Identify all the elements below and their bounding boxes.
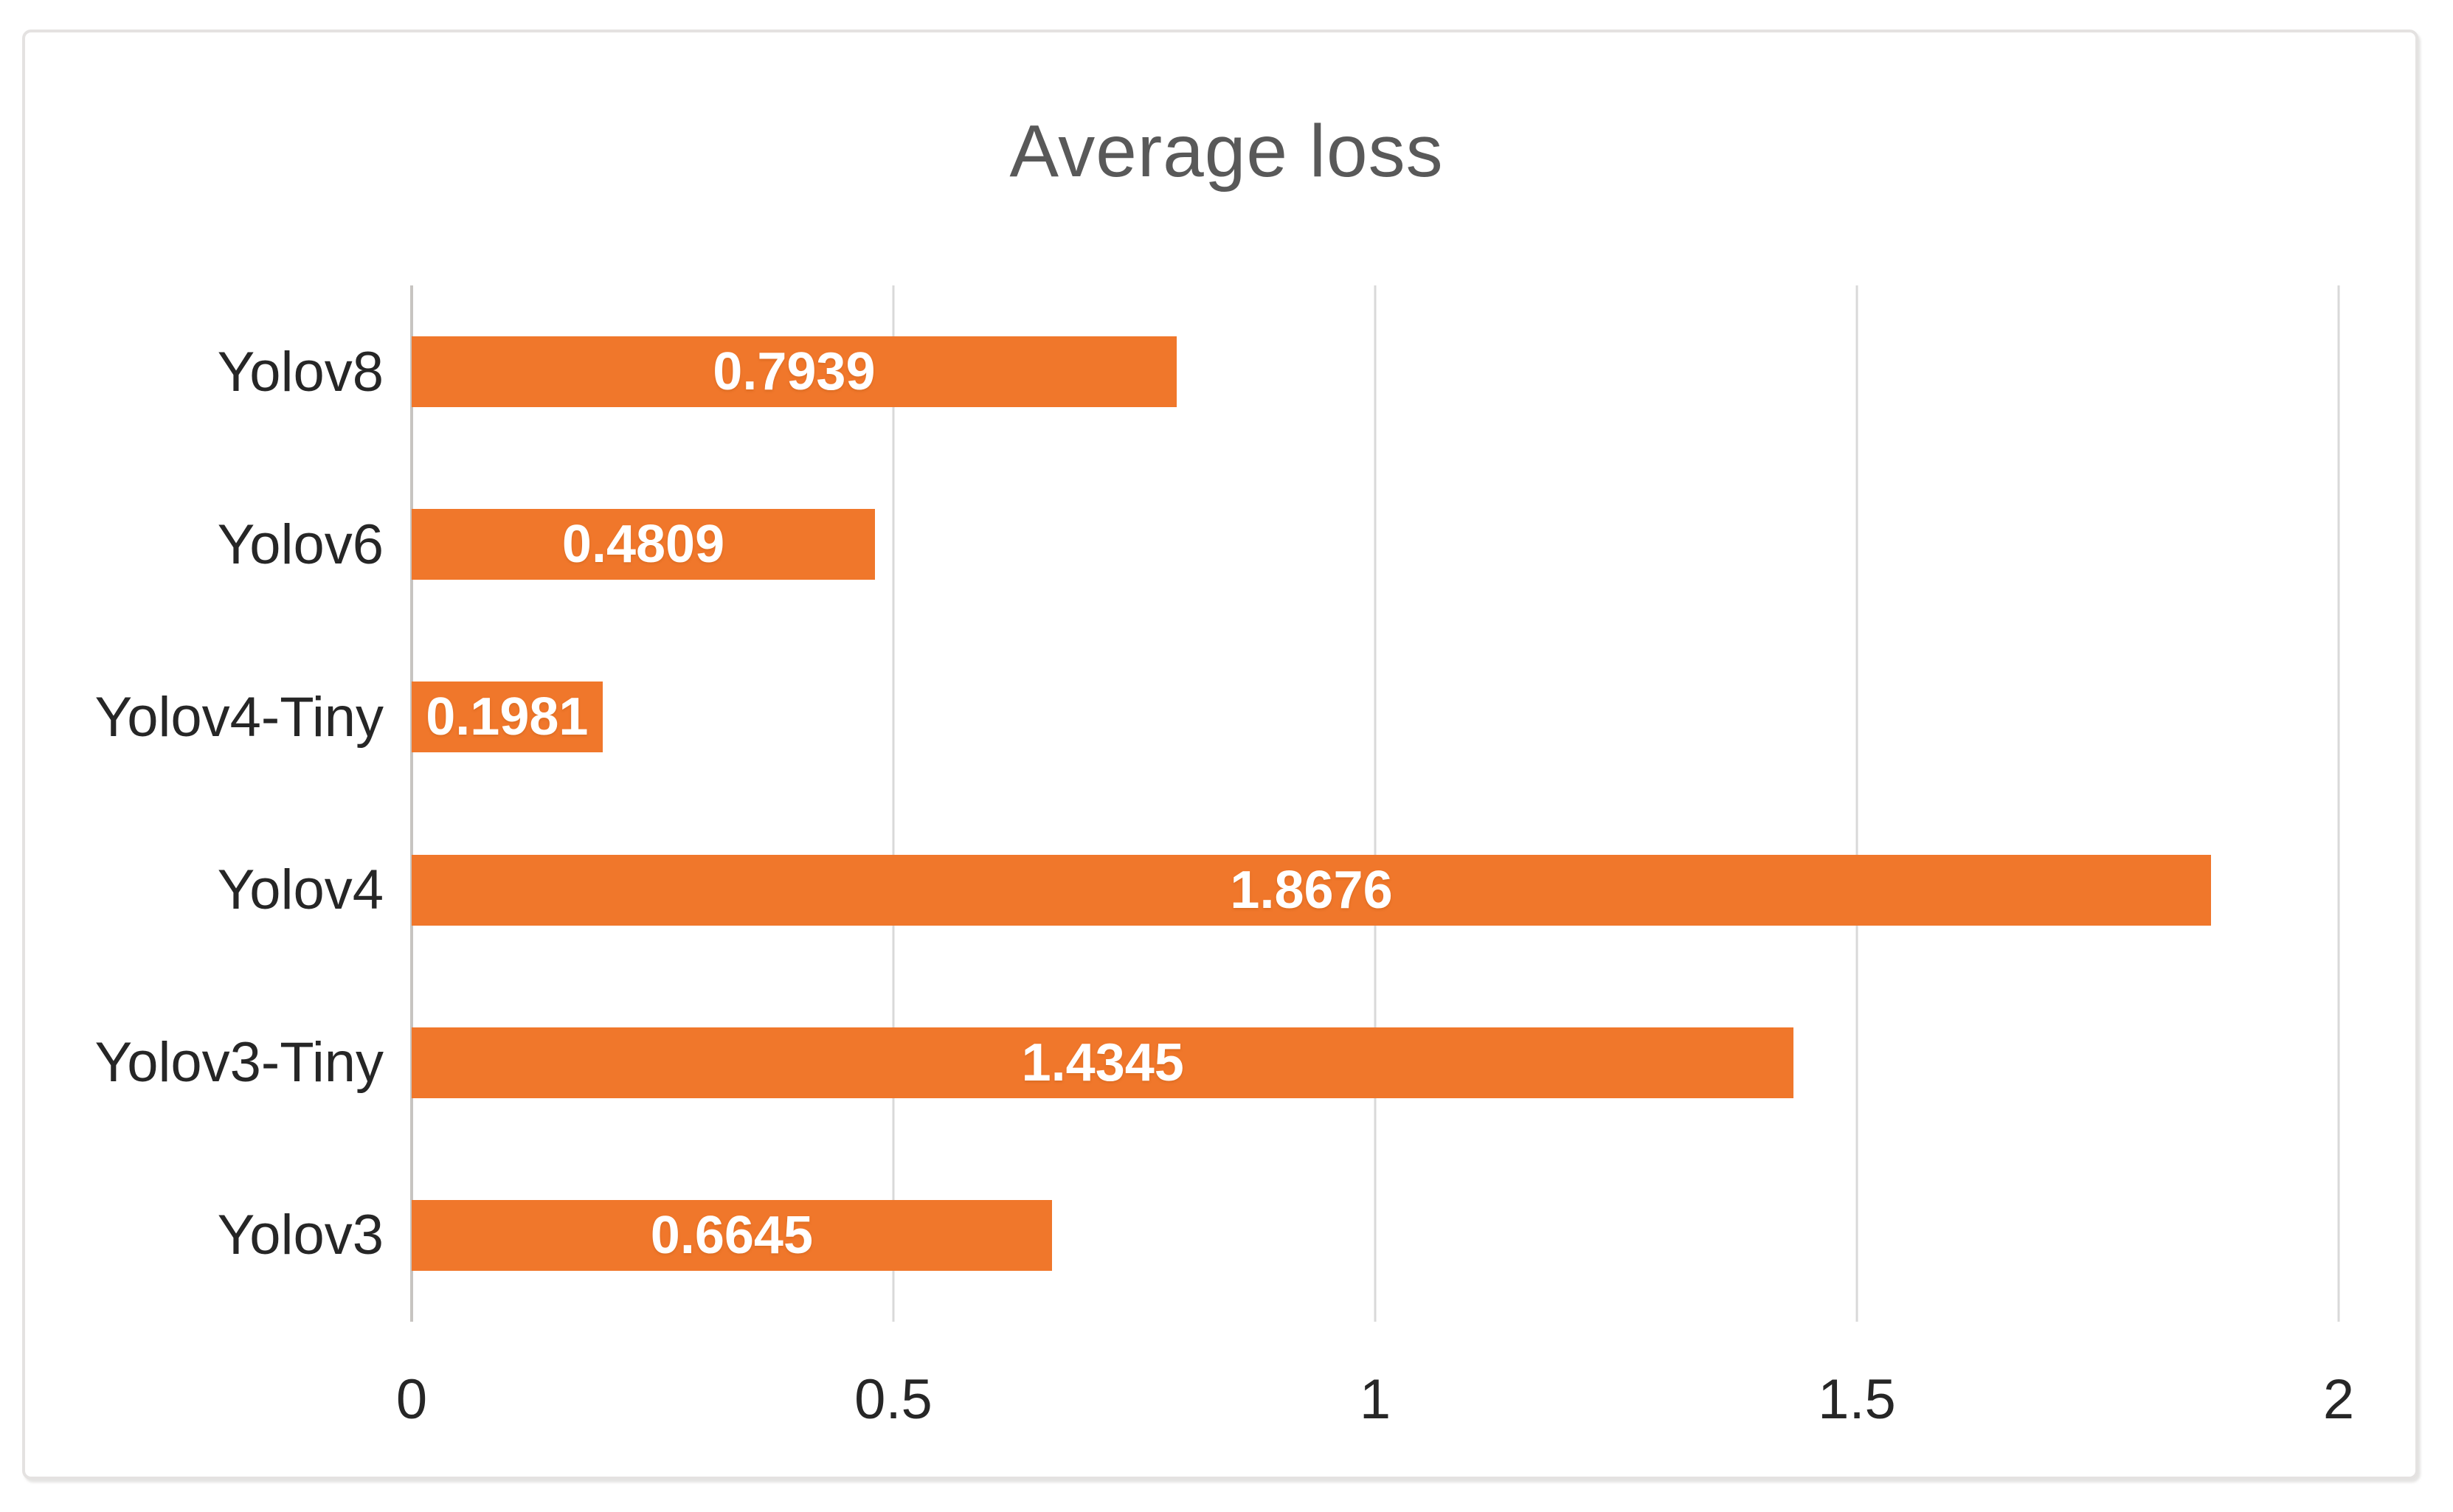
plot-area: Yolov8 0.7939 Yolov6 0.4809 Yolov4-Tiny 0.198…: [95, 285, 2354, 1431]
bar: 1.8676: [412, 854, 2212, 926]
bar-row: Yolov3 0.6645: [218, 1149, 2339, 1322]
x-axis-tick-label: 0: [395, 1368, 428, 1431]
category-label: Yolov3-Tiny: [94, 1031, 384, 1095]
bar-value-label: 1.4345: [1021, 1033, 1184, 1092]
bar-value-label: 1.8676: [1230, 860, 1393, 920]
bar: 0.6645: [412, 1199, 1052, 1271]
gridline: [2337, 285, 2340, 1322]
gridline: [892, 285, 895, 1322]
bar-row: Yolov4-Tiny 0.1981: [95, 631, 2339, 803]
bar-row: Yolov8 0.7939: [218, 285, 2339, 458]
bar-value-label: 0.1981: [426, 687, 589, 747]
gridline: [1374, 285, 1377, 1322]
category-label: Yolov6: [217, 513, 384, 576]
x-axis-tick-label: 1: [1359, 1368, 1391, 1431]
category-label: Yolov4: [217, 859, 384, 922]
bar-value-label: 0.6645: [650, 1205, 814, 1265]
bar-row: Yolov6 0.4809: [218, 458, 2339, 631]
bar: 0.1981: [412, 682, 603, 753]
bar: 1.4345: [412, 1027, 1794, 1098]
x-axis-tick-label: 1.5: [1818, 1368, 1896, 1431]
bar-value-label: 0.4809: [561, 515, 725, 575]
x-axis-tick-label: 2: [2322, 1368, 2355, 1431]
chart-title: Average loss: [1009, 110, 1444, 193]
x-axis-tick-label: 0.5: [854, 1368, 933, 1431]
gridline: [1855, 285, 1858, 1322]
category-label: Yolov8: [217, 340, 384, 403]
bar: 0.7939: [412, 336, 1177, 408]
category-label: Yolov4-Tiny: [94, 685, 384, 749]
bar-value-label: 0.7939: [713, 342, 876, 402]
bar: 0.4809: [412, 509, 876, 580]
category-label: Yolov3: [217, 1204, 384, 1267]
bar-row: Yolov4 1.8676: [218, 804, 2339, 977]
x-axis-labels: 0 0.5 1 1.5 2: [396, 1367, 2354, 1449]
y-axis-line: [410, 285, 413, 1322]
bar-row: Yolov3-Tiny 1.4345: [95, 977, 2339, 1149]
